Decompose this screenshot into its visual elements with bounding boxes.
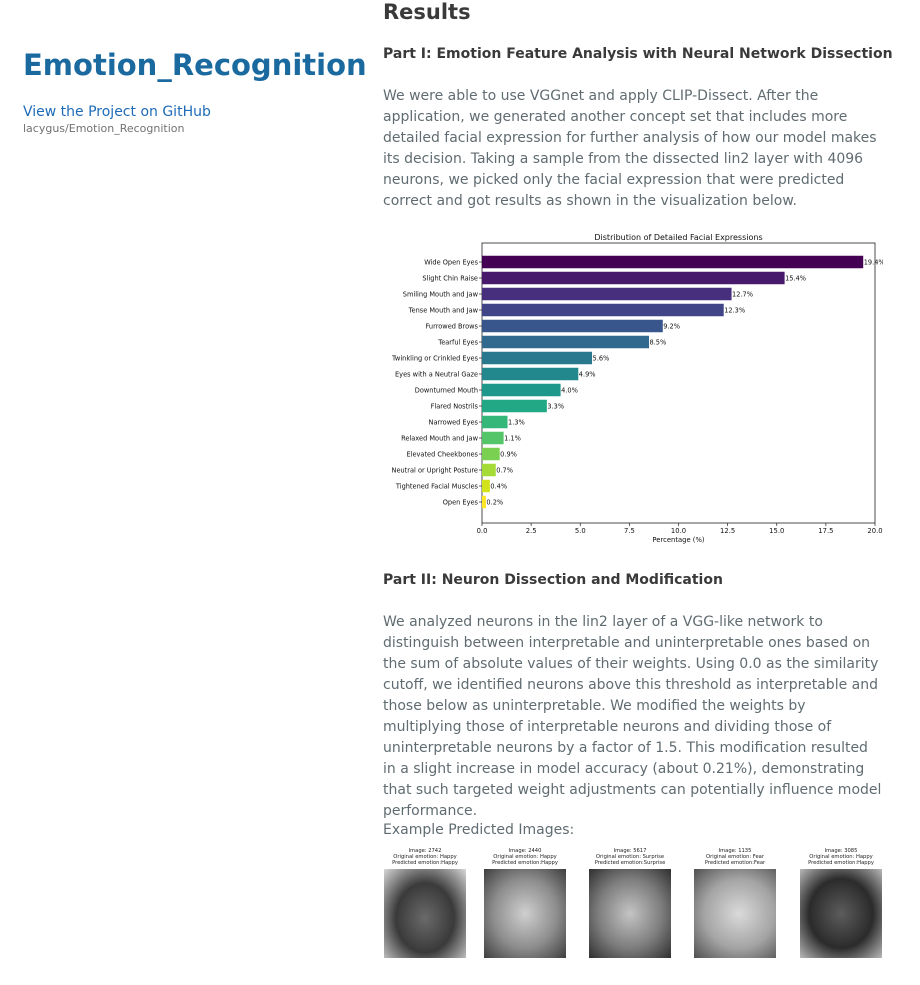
facial-expression-chart: Distribution of Detailed Facial Expressi… bbox=[383, 229, 883, 547]
github-link[interactable]: View the Project on GitHub bbox=[23, 104, 211, 120]
value-label-9: 3.3% bbox=[547, 402, 564, 410]
example-caption-image: Image: 1135 bbox=[718, 848, 752, 854]
face-photo bbox=[484, 869, 566, 958]
bar-12 bbox=[482, 447, 500, 461]
x-tick-label-7: 17.5 bbox=[818, 527, 833, 535]
x-tick-label-3: 7.5 bbox=[624, 527, 635, 535]
face-photo bbox=[694, 869, 776, 958]
project-title[interactable]: Emotion_Recognition bbox=[23, 48, 367, 82]
example-caption-predicted: Predicted emotion:Fear bbox=[704, 860, 766, 866]
category-label-0: Wide Open Eyes bbox=[424, 258, 478, 266]
category-label-8: Downturned Mouth bbox=[415, 386, 478, 394]
value-label-7: 4.9% bbox=[579, 370, 596, 378]
bar-7 bbox=[482, 367, 579, 381]
example-caption-image: Image: 2742 bbox=[408, 848, 442, 854]
value-label-3: 12.3% bbox=[724, 306, 745, 314]
value-label-14: 0.4% bbox=[490, 482, 507, 490]
value-label-0: 19.4% bbox=[864, 258, 883, 266]
example-images: Image: 2742 Original emotion: Happy Predic… bbox=[383, 848, 883, 962]
example-caption-original: Original emotion: Surprise bbox=[595, 854, 665, 860]
value-label-15: 0.2% bbox=[486, 498, 503, 506]
value-label-10: 1.3% bbox=[508, 418, 525, 426]
category-label-7: Eyes with a Neutral Gaze bbox=[395, 370, 478, 378]
category-label-15: Open Eyes bbox=[443, 498, 479, 506]
value-label-4: 9.2% bbox=[663, 322, 680, 330]
value-label-8: 4.0% bbox=[561, 386, 578, 394]
repo-name: lacygus/Emotion_Recognition bbox=[23, 122, 185, 135]
bar-0 bbox=[482, 255, 864, 269]
example-caption-original: Original emotion: Happy bbox=[393, 854, 457, 860]
category-label-12: Elevated Cheekbones bbox=[406, 450, 478, 458]
category-label-4: Furrowed Brows bbox=[426, 322, 479, 330]
part2-paragraph: We analyzed neurons in the lin2 layer of… bbox=[383, 614, 882, 819]
value-label-1: 15.4% bbox=[785, 274, 806, 282]
bar-4 bbox=[482, 319, 663, 333]
example-caption-original: Original emotion: Fear bbox=[706, 854, 764, 860]
bar-5 bbox=[482, 335, 650, 349]
part2-heading: Part II: Neuron Dissection and Modificat… bbox=[383, 572, 723, 588]
x-tick-label-1: 2.5 bbox=[526, 527, 537, 535]
x-tick-label-6: 15.0 bbox=[769, 527, 784, 535]
example-image-3: Image: 5617 Original emotion: Surprise Pre… bbox=[588, 848, 672, 958]
examples-label: Example Predicted Images: bbox=[383, 822, 575, 838]
face-photo bbox=[384, 869, 466, 958]
value-label-11: 1.1% bbox=[504, 434, 521, 442]
part1-paragraph: We were able to use VGGnet and apply CLI… bbox=[383, 88, 877, 209]
category-label-3: Tense Mouth and Jaw bbox=[408, 306, 479, 314]
x-tick-label-2: 5.0 bbox=[575, 527, 586, 535]
face-photo bbox=[589, 869, 671, 958]
bar-10 bbox=[482, 415, 508, 429]
example-caption-predicted: Predicted emotion:Happy bbox=[392, 860, 458, 866]
example-image-5: Image: 3085 Original emotion: Happy Predic… bbox=[799, 848, 883, 958]
x-tick-label-0: 0.0 bbox=[477, 527, 488, 535]
bar-13 bbox=[482, 463, 496, 477]
example-caption-predicted: Predicted emotion:Surprise bbox=[594, 860, 666, 866]
bar-11 bbox=[482, 431, 504, 445]
example-caption-image: Image: 2440 bbox=[508, 848, 542, 854]
category-label-5: Tearful Eyes bbox=[437, 338, 478, 346]
example-image-2: Image: 2440 Original emotion: Happy Predic… bbox=[483, 848, 567, 958]
x-tick-label-8: 20.0 bbox=[867, 527, 882, 535]
chart-title: Distribution of Detailed Facial Expressi… bbox=[594, 233, 762, 242]
category-label-10: Narrowed Eyes bbox=[429, 418, 479, 426]
results-heading: Results bbox=[383, 0, 471, 24]
chart-frame bbox=[481, 242, 876, 524]
bar-2 bbox=[482, 287, 732, 301]
bar-14 bbox=[482, 479, 490, 493]
face-photo bbox=[800, 869, 882, 958]
bar-3 bbox=[482, 303, 724, 317]
example-caption-image: Image: 5617 bbox=[613, 848, 647, 854]
value-label-13: 0.7% bbox=[496, 466, 513, 474]
example-caption-original: Original emotion: Happy bbox=[809, 854, 873, 860]
category-label-2: Smiling Mouth and Jaw bbox=[403, 290, 479, 298]
example-image-1: Image: 2742 Original emotion: Happy Predic… bbox=[383, 848, 467, 958]
bar-15 bbox=[482, 495, 486, 509]
category-label-11: Relaxed Mouth and Jaw bbox=[401, 434, 479, 442]
part1-heading: Part I: Emotion Feature Analysis with Ne… bbox=[383, 46, 893, 62]
x-tick-label-5: 12.5 bbox=[720, 527, 735, 535]
example-caption-original: Original emotion: Happy bbox=[493, 854, 557, 860]
value-label-2: 12.7% bbox=[732, 290, 753, 298]
value-label-5: 8.5% bbox=[650, 338, 667, 346]
category-label-6: Twinkling or Crinkled Eyes bbox=[391, 354, 479, 362]
example-caption-image: Image: 3085 bbox=[824, 848, 858, 854]
category-label-13: Neutral or Upright Posture bbox=[392, 466, 478, 474]
bar-9 bbox=[482, 399, 547, 413]
category-label-9: Flared Nostrils bbox=[431, 402, 479, 410]
bar-8 bbox=[482, 383, 561, 397]
example-caption-predicted: Predicted emotion:Happy bbox=[808, 860, 874, 866]
bar-1 bbox=[482, 271, 785, 285]
category-label-1: Slight Chin Raise bbox=[422, 274, 478, 282]
value-label-12: 0.9% bbox=[500, 450, 517, 458]
category-label-14: Tightened Facial Muscles bbox=[395, 482, 479, 490]
x-tick-label-4: 10.0 bbox=[671, 527, 686, 535]
bar-6 bbox=[482, 351, 593, 365]
value-label-6: 5.6% bbox=[593, 354, 610, 362]
example-image-4: Image: 1135 Original emotion: Fear Predict… bbox=[693, 848, 777, 958]
example-caption-predicted: Predicted emotion:Happy bbox=[492, 860, 558, 866]
x-axis-label: Percentage (%) bbox=[652, 536, 705, 544]
